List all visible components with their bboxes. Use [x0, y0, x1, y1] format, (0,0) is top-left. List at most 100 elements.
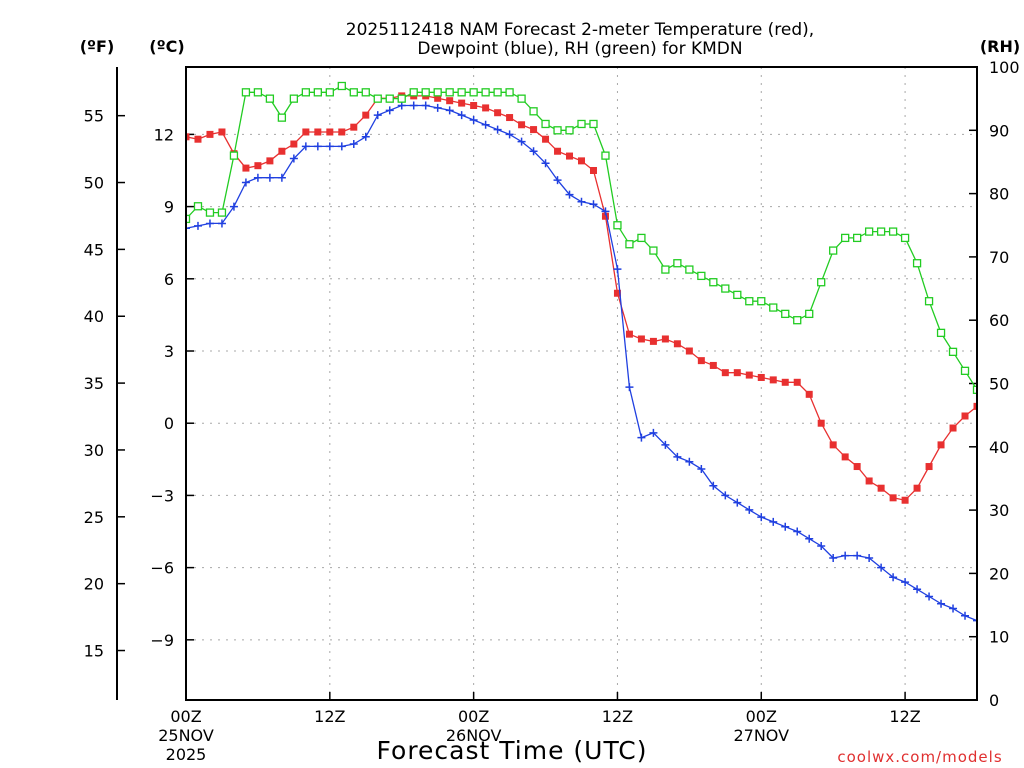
- dewpoint-point: [685, 457, 694, 466]
- dewpoint-point: [325, 142, 334, 151]
- dewpoint-point: [265, 173, 274, 182]
- dewpoint-point: [529, 147, 538, 156]
- date-label: 27NOV: [733, 726, 789, 745]
- temperature-point: [769, 376, 777, 384]
- rh-point: [193, 202, 203, 211]
- temperature-point: [949, 424, 957, 432]
- plot-frame: [185, 66, 978, 701]
- rh-point: [613, 221, 622, 230]
- dewpoint-point: [673, 452, 682, 461]
- fahrenheit-tick-label: 20: [84, 575, 104, 594]
- rh-point: [841, 233, 850, 243]
- dewpoint-point: [829, 553, 838, 562]
- temperature-point: [829, 441, 837, 449]
- rh-point: [493, 88, 502, 97]
- rh-point: [469, 88, 478, 97]
- temperature-point: [470, 102, 478, 110]
- time-tick-label: 12Z: [314, 707, 345, 726]
- temperature-point: [434, 94, 442, 102]
- rh-point: [186, 214, 191, 224]
- dewpoint-point: [193, 221, 202, 230]
- rh-point: [745, 297, 754, 306]
- fahrenheit-tick-label: 55: [84, 107, 104, 126]
- dewpoint-point: [337, 142, 346, 151]
- rh-point: [805, 309, 814, 319]
- rh-tick-label: 40: [989, 438, 1009, 457]
- dewpoint-point: [361, 132, 370, 141]
- temperature-series: [186, 92, 977, 504]
- dewpoint-point: [505, 130, 514, 139]
- rh-point: [697, 271, 706, 281]
- fahrenheit-tick-label: 45: [84, 240, 104, 259]
- time-tick-label: 12Z: [602, 707, 633, 726]
- rh-point: [733, 290, 742, 300]
- fahrenheit-axis: 55 50 45 40 35 30 25 20 15: [84, 107, 125, 661]
- credit-text: coolwx.com/models: [837, 748, 1002, 766]
- fahrenheit-tick-label: 30: [84, 441, 104, 460]
- rh-point: [817, 278, 826, 287]
- fahrenheit-tick-label: 50: [84, 174, 104, 193]
- rh-point: [936, 328, 946, 338]
- temperature-point: [290, 140, 298, 148]
- celsius-tick-label: 3: [164, 342, 174, 361]
- temperature-point: [913, 484, 921, 492]
- year-label: 2025: [166, 745, 207, 764]
- rh-point: [481, 88, 490, 97]
- rh-point: [229, 151, 239, 160]
- temperature-point: [685, 347, 693, 355]
- rh-series: [186, 81, 977, 394]
- dewpoint-line: [186, 104, 977, 622]
- dewpoint-point: [601, 207, 610, 216]
- rh-point: [661, 265, 670, 274]
- dewpoint-point: [709, 481, 718, 490]
- rh-tick-label: 90: [989, 121, 1009, 140]
- temperature-point: [805, 390, 813, 398]
- dewpoint-point: [565, 190, 574, 199]
- temperature-point: [781, 378, 789, 386]
- dewpoint-point: [469, 115, 478, 124]
- temperature-point: [613, 289, 621, 297]
- date-label: 26NOV: [446, 726, 502, 745]
- rh-point: [709, 278, 718, 287]
- dewpoint-point: [925, 592, 934, 601]
- fahrenheit-unit-label: (ºF): [80, 37, 115, 56]
- rh-point: [241, 88, 251, 97]
- rh-point: [517, 94, 526, 103]
- date-label: 25NOV: [158, 726, 214, 745]
- rh-point: [553, 126, 562, 135]
- temperature-point: [458, 99, 466, 107]
- dewpoint-point: [313, 142, 322, 151]
- temperature-point: [302, 128, 310, 136]
- dewpoint-point: [349, 140, 358, 149]
- rh-point: [972, 385, 977, 394]
- dewpoint-point: [205, 219, 214, 228]
- rh-unit-label: (RH): [980, 37, 1020, 56]
- temperature-point: [877, 484, 885, 492]
- celsius-tick-label: 12: [154, 125, 174, 144]
- temperature-point: [637, 335, 645, 343]
- dewpoint-point: [445, 106, 454, 115]
- rh-point: [853, 233, 862, 243]
- rh-point: [265, 94, 275, 103]
- rh-tick-label: 60: [989, 311, 1009, 330]
- fahrenheit-tick-label: 15: [84, 642, 104, 661]
- dewpoint-point: [277, 173, 286, 182]
- temperature-point: [865, 477, 873, 485]
- temperature-point: [817, 419, 825, 427]
- temperature-point: [278, 147, 286, 155]
- dewpoint-point: [841, 551, 850, 560]
- temperature-point: [757, 373, 765, 381]
- rh-tick-label: 30: [989, 501, 1009, 520]
- temperature-point: [745, 371, 753, 379]
- rh-point: [409, 88, 418, 97]
- temperature-point: [506, 114, 514, 122]
- dewpoint-point: [589, 200, 598, 209]
- rh-point: [361, 88, 370, 97]
- chart-title-line-2: Dewpoint (blue), RH (green) for KMDN: [417, 39, 742, 59]
- rh-point: [685, 265, 694, 274]
- temperature-point: [518, 121, 526, 129]
- temperature-point: [697, 357, 705, 365]
- temperature-point: [482, 104, 490, 112]
- dewpoint-point: [973, 616, 977, 625]
- celsius-tick-label: 6: [164, 270, 174, 289]
